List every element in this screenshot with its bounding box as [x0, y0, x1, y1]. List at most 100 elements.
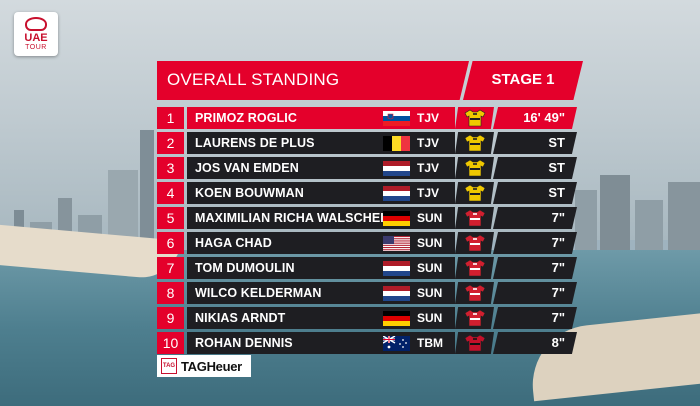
jersey-cell	[455, 107, 494, 129]
position: 9	[157, 307, 184, 329]
tag-heuer-badge: TAG	[161, 358, 177, 374]
team-code: SUN	[417, 236, 443, 250]
standing-row: 6 HAGA CHAD SUN 7"	[157, 232, 577, 254]
jersey-cell	[455, 207, 494, 229]
jersey-cell	[455, 257, 494, 279]
sponsor-name: TAGHeuer	[181, 358, 242, 374]
header-stage-bar: STAGE 1	[463, 61, 583, 100]
team-code: TJV	[417, 161, 440, 175]
position: 1	[157, 107, 184, 129]
time-cell: 7"	[493, 257, 577, 279]
time-cell: 16' 49"	[493, 107, 577, 129]
team-code: SUN	[417, 286, 443, 300]
time-cell: ST	[493, 182, 577, 204]
rider-time: 7"	[551, 260, 565, 275]
standing-row: 8 WILCO KELDERMAN SUN 7"	[157, 282, 577, 304]
jersey-cell	[455, 332, 494, 354]
time-cell: 7"	[493, 232, 577, 254]
standing-row: 2 LAURENS DE PLUS TJV ST	[157, 132, 577, 154]
position: 7	[157, 257, 184, 279]
rider-name: LAURENS DE PLUS	[195, 136, 315, 150]
bike-icon	[25, 16, 47, 31]
logo-text-uae: UAE	[24, 31, 48, 44]
team-code: TJV	[417, 111, 440, 125]
yellow-jersey-icon	[464, 184, 486, 202]
jersey-cell	[455, 232, 494, 254]
yellow-jersey-icon	[464, 159, 486, 177]
standing-row: 10 ROHAN DENNIS TBM 8"	[157, 332, 577, 354]
yellow-jersey-icon	[464, 109, 486, 127]
position: 6	[157, 232, 184, 254]
red-jersey-icon	[464, 284, 486, 302]
sponsor-logo: TAG TAGHeuer	[157, 355, 251, 377]
rider-name: ROHAN DENNIS	[195, 336, 293, 350]
slovenia-flag-icon	[383, 111, 410, 126]
position: 8	[157, 282, 184, 304]
rider-name: HAGA CHAD	[195, 236, 272, 250]
netherlands-flag-icon	[383, 286, 410, 301]
header-title: OVERALL STANDING	[167, 70, 340, 89]
rider-time: ST	[548, 160, 565, 175]
rider-time: ST	[548, 135, 565, 150]
standing-row: 9 NIKIAS ARNDT SUN 7"	[157, 307, 577, 329]
rider-name: MAXIMILIAN RICHA WALSCHEID	[195, 211, 393, 225]
netherlands-flag-icon	[383, 186, 410, 201]
standing-row: 1 PRIMOZ ROGLIC TJV 16' 49"	[157, 107, 577, 129]
rider-name: NIKIAS ARNDT	[195, 311, 286, 325]
position: 3	[157, 157, 184, 179]
team-code: SUN	[417, 211, 443, 225]
netherlands-flag-icon	[383, 161, 410, 176]
position: 5	[157, 207, 184, 229]
stage-label: STAGE 1	[491, 71, 555, 88]
rider-time: 8"	[551, 335, 565, 350]
rider-time: 16' 49"	[523, 110, 565, 125]
jersey-cell	[455, 282, 494, 304]
team-code: TBM	[417, 336, 443, 350]
standing-row: 3 JOS VAN EMDEN TJV ST	[157, 157, 577, 179]
time-cell: 8"	[493, 332, 577, 354]
jersey-cell	[455, 157, 494, 179]
red-jersey-icon	[464, 234, 486, 252]
rider-name: JOS VAN EMDEN	[195, 161, 299, 175]
standing-row: 5 MAXIMILIAN RICHA WALSCHEID SUN 7"	[157, 207, 577, 229]
team-code: SUN	[417, 261, 443, 275]
rider-name: PRIMOZ ROGLIC	[195, 111, 297, 125]
australia-flag-icon	[383, 336, 410, 351]
standing-row: 4 KOEN BOUWMAN TJV ST	[157, 182, 577, 204]
team-code: TJV	[417, 136, 440, 150]
red-black-jersey-icon	[464, 334, 486, 352]
rider-time: 7"	[551, 285, 565, 300]
position: 4	[157, 182, 184, 204]
team-code: TJV	[417, 186, 440, 200]
time-cell: ST	[493, 157, 577, 179]
rider-time: 7"	[551, 210, 565, 225]
time-cell: 7"	[493, 282, 577, 304]
usa-flag-icon	[383, 236, 410, 251]
team-code: SUN	[417, 311, 443, 325]
uae-tour-logo: UAE TOUR	[14, 12, 58, 56]
rider-name: KOEN BOUWMAN	[195, 186, 304, 200]
red-jersey-icon	[464, 259, 486, 277]
header-title-bar: OVERALL STANDING	[157, 61, 469, 100]
rider-name: WILCO KELDERMAN	[195, 286, 322, 300]
germany-flag-icon	[383, 311, 410, 326]
yellow-jersey-icon	[464, 134, 486, 152]
time-cell: 7"	[493, 207, 577, 229]
position: 10	[157, 332, 184, 354]
jersey-cell	[455, 182, 494, 204]
rider-time: ST	[548, 185, 565, 200]
jersey-cell	[455, 132, 494, 154]
position: 2	[157, 132, 184, 154]
rider-time: 7"	[551, 310, 565, 325]
netherlands-flag-icon	[383, 261, 410, 276]
germany-flag-icon	[383, 211, 410, 226]
red-jersey-icon	[464, 209, 486, 227]
time-cell: ST	[493, 132, 577, 154]
belgium-flag-icon	[383, 136, 410, 151]
rider-time: 7"	[551, 235, 565, 250]
time-cell: 7"	[493, 307, 577, 329]
standing-row: 7 TOM DUMOULIN SUN 7"	[157, 257, 577, 279]
jersey-cell	[455, 307, 494, 329]
rider-name: TOM DUMOULIN	[195, 261, 295, 275]
